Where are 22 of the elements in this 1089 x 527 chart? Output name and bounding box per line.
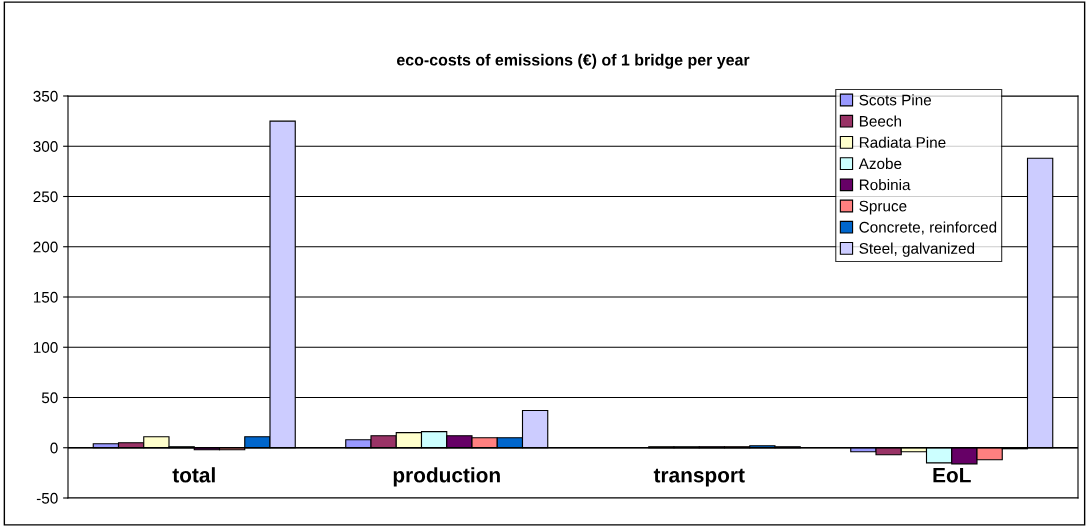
legend-label: Azobe [858,157,902,170]
legend-label: Robinia [859,179,911,191]
x-tick-label: production [393,467,500,487]
y-tick-label: 0 [50,442,58,454]
y-tick-label: 150 [33,291,58,303]
x-tick-label: EoL [933,467,971,483]
y-tick-label: -50 [36,492,58,504]
legend-label: Beech [859,115,902,127]
legend-label: Spruce [859,200,907,215]
legend-label: Steel, galvanized [859,242,975,257]
y-tick-label: 200 [33,241,58,253]
x-tick-label: transport [653,468,745,487]
y-tick-label: 300 [33,141,58,152]
legend-label: Concrete, reinforced [859,221,997,235]
legend-label: Radiata Pine [859,136,946,148]
chart-title: eco-costs of emissions (€) of 1 bridge per year [397,53,750,69]
x-tick-label: total [172,467,215,483]
y-tick-label: 100 [33,342,58,353]
y-tick-label: 50 [41,392,58,404]
y-tick-label: 350 [33,90,58,102]
legend-label: Scots Pine [859,94,932,106]
y-tick-label: 250 [33,191,58,203]
